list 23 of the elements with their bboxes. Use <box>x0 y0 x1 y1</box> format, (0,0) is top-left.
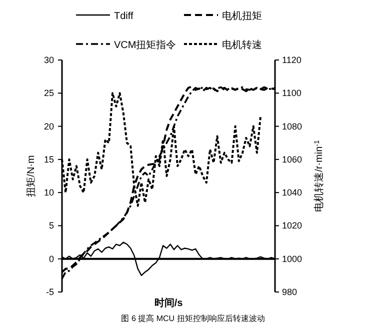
y-tick-label: 25 <box>44 88 54 98</box>
y-tick-label: 15 <box>44 154 54 164</box>
y2-tick-label: 1080 <box>282 121 302 132</box>
legend-label: VCM扭矩指令 <box>114 39 176 51</box>
y-tick-label: 10 <box>44 188 54 198</box>
y-tick-label: 0 <box>48 254 54 264</box>
y2-tick-label: 1120 <box>282 55 302 65</box>
legend-label: 电机转速 <box>222 39 262 51</box>
legend-label: Tdiff <box>114 11 134 22</box>
y2-tick-label: 980 <box>282 287 298 297</box>
y-tick-label: -5 <box>46 287 54 297</box>
caption: 图 6 提高 MCU 扭矩控制响应后转速波动 <box>121 314 265 323</box>
x-axis-title: 时间/s <box>154 297 184 309</box>
y2-tick-label: 1060 <box>282 154 302 164</box>
y2-tick-label: 1020 <box>282 220 302 231</box>
y2-tick-label: 1000 <box>282 254 302 264</box>
y2-tick-label: 1040 <box>282 188 302 198</box>
y-axis-title: 扭矩/N·m <box>25 155 37 197</box>
y2-tick-label: 1100 <box>282 88 302 98</box>
legend-label: 电机扭矩 <box>222 10 262 22</box>
y-tick-label: 20 <box>44 121 54 132</box>
y-tick-label: 30 <box>44 55 54 65</box>
y-tick-label: 5 <box>48 220 54 231</box>
